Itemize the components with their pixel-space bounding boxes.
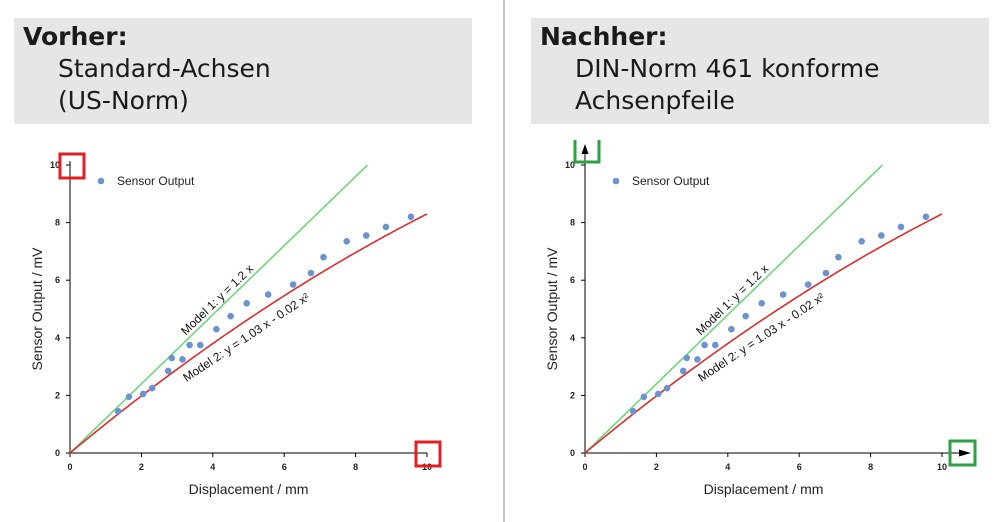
model-1-line: [69, 164, 368, 454]
model-2-line: [584, 213, 943, 454]
x-tick-label: 0: [582, 462, 587, 472]
x-axis-end-highlight: [414, 440, 442, 468]
data-point: [822, 269, 830, 277]
data-point: [186, 341, 193, 349]
data-point: [179, 356, 186, 363]
before-line-1: Standard-Achsen: [58, 54, 271, 83]
data-point: [804, 281, 812, 288]
y-tick-label: 0: [570, 448, 575, 458]
data-point: [197, 341, 204, 349]
data-point: [878, 232, 885, 239]
y-axis-arrow-highlight: [573, 140, 601, 164]
data-point: [701, 341, 708, 349]
data-point: [213, 325, 220, 333]
x-tick-label: 8: [353, 462, 358, 472]
data-point: [264, 291, 272, 298]
data-point: [363, 232, 370, 239]
data-point: [168, 354, 176, 362]
data-point: [742, 312, 749, 320]
panel-divider: [503, 0, 505, 522]
after-line-2: Achsenpfeile: [575, 86, 735, 115]
data-point: [407, 213, 415, 221]
x-tick-label: 0: [67, 462, 72, 472]
before-header: Vorher: Standard-Achsen (US-Norm): [14, 18, 472, 124]
y-axis-end-highlight: [58, 152, 86, 180]
x-tick-label: 4: [725, 462, 730, 472]
after-title: Nachher:: [540, 22, 668, 51]
data-point: [758, 299, 766, 307]
data-point: [125, 393, 133, 401]
model-1-line: [584, 164, 883, 454]
data-point: [114, 407, 122, 415]
data-point: [307, 269, 315, 277]
data-point: [227, 312, 234, 320]
data-point: [164, 367, 172, 375]
data-point: [148, 384, 156, 392]
after-header: Nachher: DIN-Norm 461 konforme Achsenpfe…: [531, 18, 989, 124]
data-point: [640, 393, 648, 401]
before-line-2: (US-Norm): [58, 86, 189, 115]
data-point: [139, 390, 147, 398]
data-point: [382, 223, 390, 231]
x-axis-label: Displacement / mm: [704, 481, 824, 497]
x-tick-label: 4: [210, 462, 215, 472]
data-point: [728, 325, 735, 333]
x-axis-arrow-highlight: [948, 439, 977, 467]
data-point: [897, 223, 905, 231]
model-2-line: [69, 213, 428, 454]
x-tick-label: 2: [139, 462, 144, 472]
y-tick-label: 6: [55, 275, 60, 285]
y-tick-label: 2: [55, 390, 60, 400]
data-point: [858, 238, 865, 245]
y-tick-label: 6: [570, 275, 575, 285]
y-tick-label: 8: [570, 218, 575, 228]
data-point: [343, 238, 350, 245]
y-tick-label: 4: [55, 333, 60, 343]
data-point: [694, 356, 701, 363]
y-tick-label: 8: [55, 218, 60, 228]
x-tick-label: 8: [868, 462, 873, 472]
x-tick-label: 6: [282, 462, 287, 472]
legend-label: Sensor Output: [117, 174, 195, 188]
after-chart: 0 2 4 6 8 10 0 2 4 6 8 10 Displacement / mm Sensor Ou…: [544, 140, 977, 497]
data-point: [654, 390, 662, 398]
y-tick-label: 10: [50, 160, 60, 170]
x-axis-label: Displacement / mm: [189, 481, 309, 497]
data-point: [663, 384, 671, 392]
data-point: [320, 253, 327, 261]
data-point: [243, 299, 251, 307]
y-axis-arrow-icon: [581, 144, 589, 154]
y-axis-label: Sensor Output / mV: [29, 247, 45, 371]
x-tick-label: 6: [797, 462, 802, 472]
data-point: [922, 213, 930, 221]
data-point: [683, 354, 691, 362]
data-point: [679, 367, 687, 375]
legend-marker: [612, 177, 620, 185]
x-tick-label: 10: [937, 462, 947, 472]
data-point: [712, 341, 719, 349]
y-tick-label: 4: [570, 333, 575, 343]
data-point: [629, 407, 637, 415]
data-point: [779, 291, 787, 298]
y-tick-label: 10: [565, 160, 575, 170]
legend-label: Sensor Output: [632, 174, 710, 188]
y-tick-label: 0: [55, 448, 60, 458]
x-tick-label: 2: [654, 462, 659, 472]
before-title: Vorher:: [23, 22, 128, 51]
y-axis-label: Sensor Output / mV: [544, 247, 560, 371]
data-point: [835, 253, 842, 261]
legend-marker: [97, 177, 105, 185]
x-axis-arrow-icon: [959, 449, 971, 457]
data-point: [289, 281, 297, 288]
y-tick-label: 2: [570, 390, 575, 400]
after-line-1: DIN-Norm 461 konforme: [575, 54, 880, 83]
